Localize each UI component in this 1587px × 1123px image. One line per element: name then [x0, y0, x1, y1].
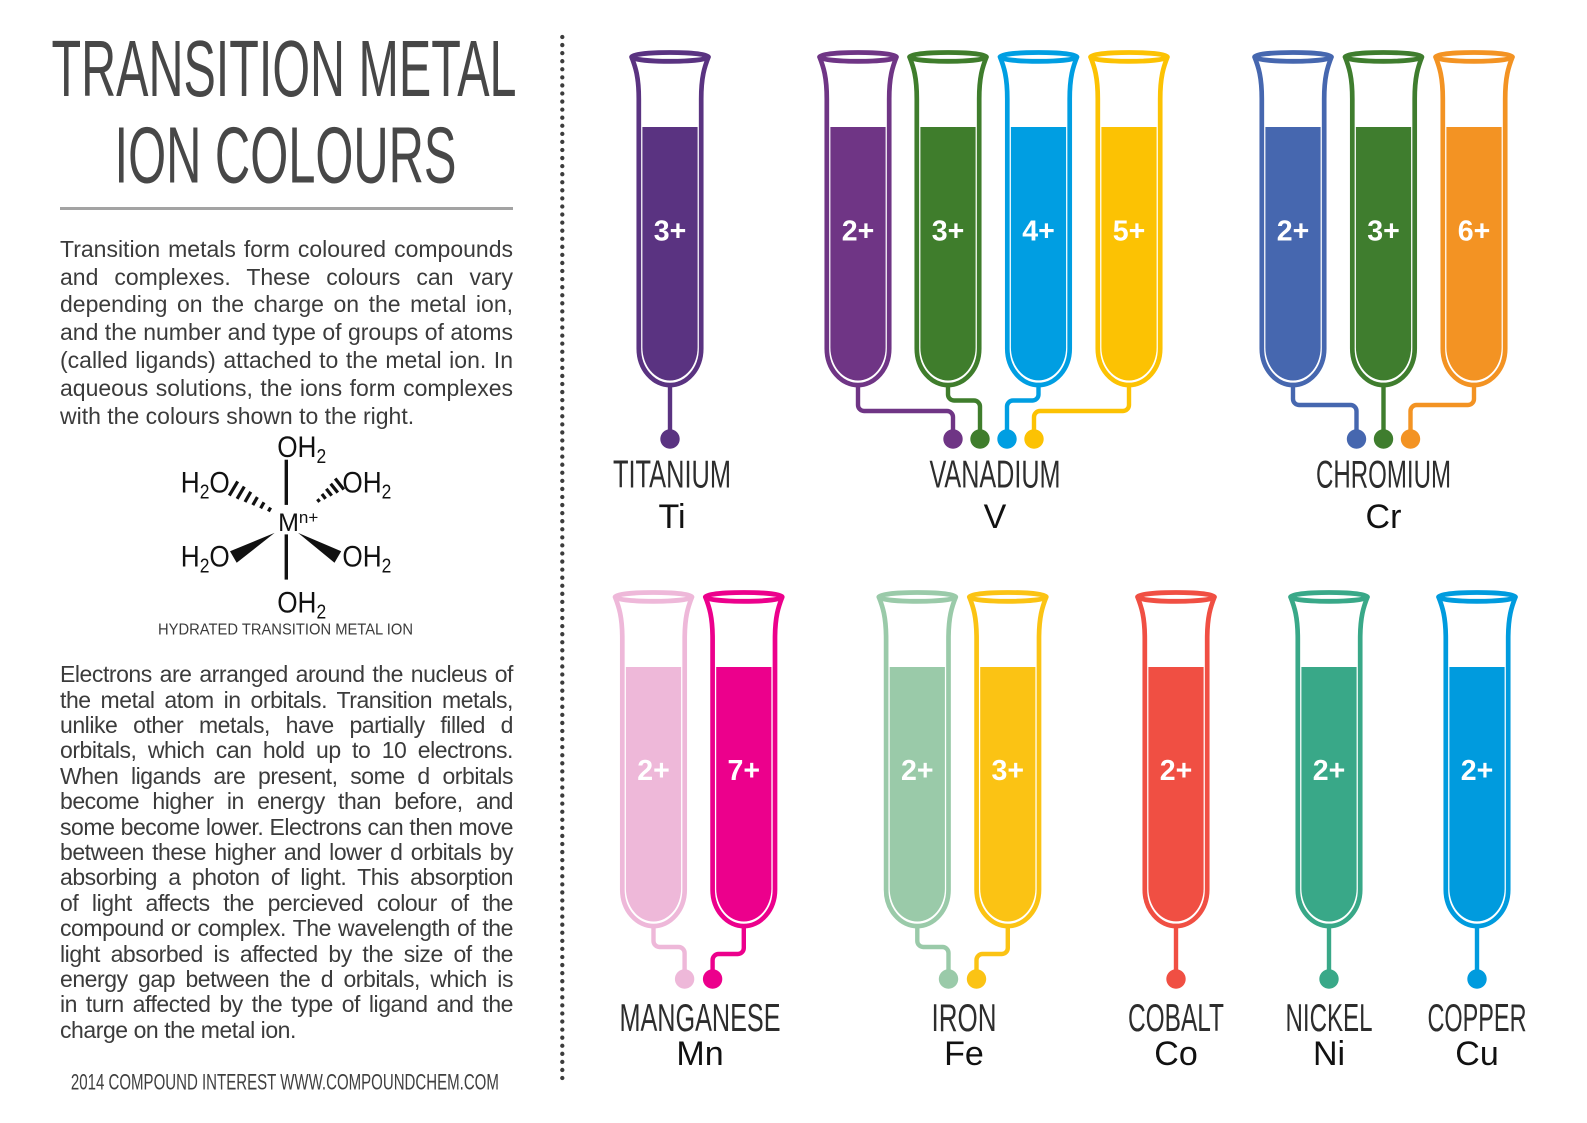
- svg-text:H2O: H2O: [181, 467, 230, 504]
- svg-text:V: V: [984, 498, 1007, 536]
- svg-text:COBALT: COBALT: [1128, 997, 1224, 1040]
- svg-text:CHROMIUM: CHROMIUM: [1316, 454, 1451, 497]
- svg-text:TRANSITION METAL: TRANSITION METAL: [52, 24, 517, 113]
- svg-text:2+: 2+: [1160, 755, 1193, 787]
- svg-text:3+: 3+: [1367, 216, 1400, 248]
- svg-text:MANGANESE: MANGANESE: [620, 997, 781, 1040]
- svg-text:2+: 2+: [637, 755, 670, 787]
- svg-text:Fe: Fe: [944, 1035, 984, 1073]
- svg-text:Ni: Ni: [1313, 1035, 1345, 1073]
- svg-text:Ti: Ti: [658, 498, 685, 536]
- svg-text:Mn+: Mn+: [278, 508, 318, 537]
- svg-text:2+: 2+: [842, 216, 875, 248]
- svg-text:3+: 3+: [932, 216, 965, 248]
- svg-text:Co: Co: [1154, 1035, 1197, 1073]
- svg-text:3+: 3+: [992, 755, 1025, 787]
- svg-text:OH2: OH2: [277, 587, 326, 624]
- svg-text:VANADIUM: VANADIUM: [930, 454, 1061, 497]
- svg-text:2014 COMPOUND INTEREST WWW.COM: 2014 COMPOUND INTEREST WWW.COMPOUNDCHEM.…: [71, 1069, 499, 1094]
- svg-text:5+: 5+: [1113, 216, 1146, 248]
- svg-text:OH2: OH2: [277, 431, 326, 468]
- svg-text:2+: 2+: [1461, 755, 1494, 787]
- svg-text:H2O: H2O: [181, 541, 230, 578]
- svg-text:3+: 3+: [654, 216, 687, 248]
- svg-text:2+: 2+: [1277, 216, 1310, 248]
- svg-text:2+: 2+: [1313, 755, 1346, 787]
- svg-text:Mn: Mn: [676, 1035, 723, 1073]
- svg-text:OH2: OH2: [342, 541, 391, 578]
- svg-text:IRON: IRON: [932, 997, 997, 1040]
- svg-text:7+: 7+: [728, 755, 761, 787]
- svg-text:4+: 4+: [1022, 216, 1055, 248]
- svg-text:Cu: Cu: [1455, 1035, 1498, 1073]
- svg-text:6+: 6+: [1458, 216, 1491, 248]
- svg-text:OH2: OH2: [342, 467, 391, 504]
- svg-text:Cr: Cr: [1366, 498, 1402, 536]
- svg-text:NICKEL: NICKEL: [1286, 997, 1373, 1040]
- svg-text:ION COLOURS: ION COLOURS: [115, 110, 457, 199]
- svg-text:HYDRATED TRANSITION METAL ION: HYDRATED TRANSITION METAL ION: [158, 622, 413, 639]
- svg-text:TITANIUM: TITANIUM: [613, 454, 731, 497]
- svg-text:2+: 2+: [901, 755, 934, 787]
- svg-text:COPPER: COPPER: [1428, 997, 1527, 1040]
